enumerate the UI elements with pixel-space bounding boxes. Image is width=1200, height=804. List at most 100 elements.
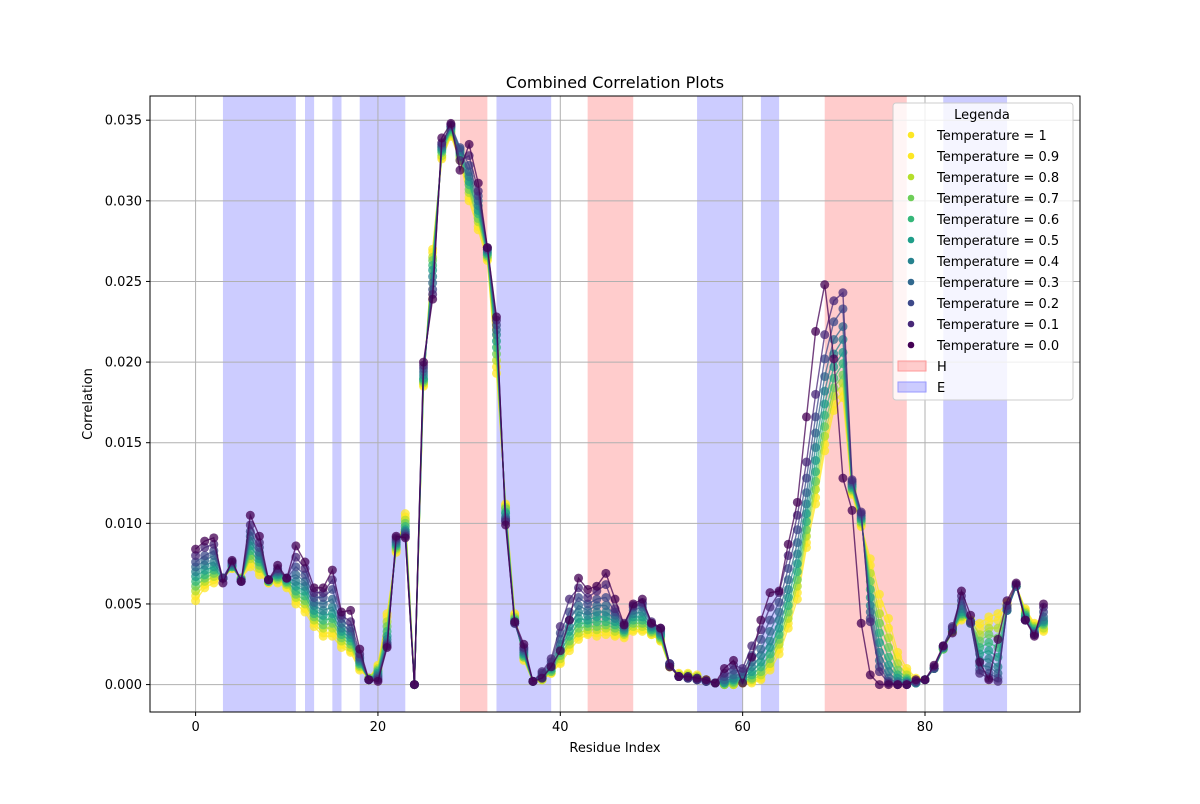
data-point [756, 644, 766, 654]
data-point [574, 601, 584, 611]
data-point [637, 594, 647, 604]
legend: Legenda Temperature = 1 Temperature = 0.9… [892, 102, 1074, 401]
data-point [583, 584, 593, 594]
data-point [1039, 599, 1049, 609]
data-point [765, 602, 775, 612]
data-point [975, 636, 985, 646]
legend-label: Temperature = 1 [936, 129, 1047, 144]
legend-label: Temperature = 0.5 [936, 234, 1059, 249]
data-point [984, 675, 994, 685]
legend-label: Temperature = 0.4 [936, 255, 1059, 270]
data-point [601, 607, 611, 617]
legend-box [892, 102, 1074, 401]
data-point [473, 178, 483, 188]
legend-patch-H [897, 360, 927, 372]
data-point [419, 357, 429, 367]
chart-title: Combined Correlation Plots [506, 73, 724, 92]
data-point [236, 576, 246, 586]
y-tick-label: 0.005 [105, 597, 142, 612]
data-point [801, 457, 811, 467]
data-point [756, 615, 766, 625]
data-point [665, 662, 675, 672]
data-point [437, 133, 447, 143]
data-point [984, 617, 994, 627]
y-tick-label: 0.025 [105, 275, 142, 290]
data-point [874, 680, 884, 690]
data-point [191, 544, 201, 554]
data-point [1011, 578, 1021, 588]
data-point [984, 623, 994, 633]
data-point [455, 165, 465, 175]
data-point [583, 599, 593, 609]
data-point [838, 288, 848, 298]
data-point [756, 657, 766, 667]
series-line [195, 134, 1044, 686]
data-point [382, 642, 392, 652]
data-point [1002, 596, 1012, 606]
data-point [318, 583, 328, 593]
data-point [765, 636, 775, 646]
legend-marker [907, 236, 915, 244]
data-point [273, 560, 283, 570]
legend-marker [907, 194, 915, 202]
data-point [355, 644, 365, 654]
data-point [747, 652, 757, 662]
data-point [646, 618, 656, 628]
data-point [583, 593, 593, 603]
y-tick-label: 0.035 [105, 114, 142, 129]
data-point [400, 533, 410, 543]
y-tick-label: 0.015 [105, 436, 142, 451]
y-tick-label: 0.030 [105, 194, 142, 209]
data-point [519, 639, 529, 649]
data-point [601, 601, 611, 611]
data-point [710, 678, 720, 688]
data-point [537, 673, 547, 683]
series-line [195, 124, 1045, 685]
series-line [195, 128, 1044, 685]
data-point [674, 672, 684, 682]
series-10 [191, 118, 1049, 690]
data-point [555, 646, 565, 656]
data-point [993, 676, 1003, 686]
data-point [774, 586, 784, 596]
data-point [993, 634, 1003, 644]
data-point [254, 531, 264, 541]
series-line [195, 126, 1045, 685]
legend-marker [907, 215, 915, 223]
x-axis-label: Residue Index [569, 741, 661, 756]
legend-items: Temperature = 1 Temperature = 0.9 Temperat… [897, 129, 1059, 396]
data-point [984, 646, 994, 656]
data-point [1020, 615, 1030, 625]
data-point [546, 662, 556, 672]
data-point [765, 588, 775, 598]
y-tick-label: 0.020 [105, 356, 142, 371]
data-point [683, 672, 693, 682]
data-point [792, 497, 802, 507]
data-point [838, 473, 848, 483]
data-point [984, 638, 994, 648]
data-point [975, 668, 985, 678]
data-point [984, 654, 994, 664]
x-tick-label: 80 [917, 720, 934, 735]
x-tick-label: 20 [370, 720, 387, 735]
data-point [738, 678, 748, 688]
data-point [765, 626, 775, 636]
data-point [774, 607, 784, 617]
data-point [765, 615, 775, 625]
secondary-structure-regions [222, 96, 1008, 712]
data-point [601, 593, 611, 603]
data-point [473, 186, 483, 196]
x-axis-ticks: 0 20 40 60 80 [191, 712, 933, 735]
data-point [218, 578, 228, 588]
region-E-3 [359, 96, 406, 712]
data-point [975, 657, 985, 667]
legend-label: Temperature = 0.0 [936, 339, 1059, 354]
data-point [865, 670, 875, 680]
data-point [428, 294, 438, 304]
data-point [291, 570, 301, 580]
data-point [719, 663, 729, 673]
series-line [195, 129, 1044, 686]
series-line [195, 124, 1045, 685]
data-point [947, 628, 957, 638]
